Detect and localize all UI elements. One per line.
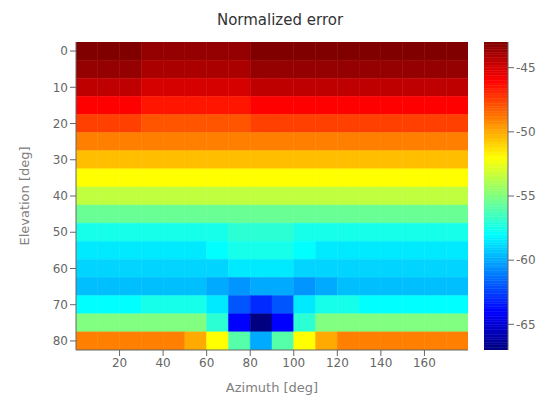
svg-text:160: 160: [413, 356, 436, 370]
svg-text:-60: -60: [516, 253, 536, 267]
svg-text:70: 70: [53, 298, 68, 312]
svg-text:100: 100: [282, 356, 305, 370]
svg-text:-65: -65: [516, 318, 536, 332]
svg-text:80: 80: [53, 334, 68, 348]
svg-text:60: 60: [199, 356, 214, 370]
svg-text:0: 0: [60, 44, 68, 58]
html-text:Normalized error: Normalized error: [216, 11, 344, 29]
svg-text:120: 120: [326, 356, 349, 370]
svg-text:40: 40: [155, 356, 170, 370]
svg-text:-50: -50: [516, 125, 536, 139]
svg-text:140: 140: [369, 356, 392, 370]
svg-text:-45: -45: [516, 61, 536, 75]
svg-text:Azimuth [deg]: Azimuth [deg]: [226, 380, 318, 395]
svg-text:Elevation [deg]: Elevation [deg]: [17, 146, 32, 245]
svg-text:20: 20: [112, 356, 127, 370]
svg-text:20: 20: [53, 117, 68, 131]
svg-text:10: 10: [53, 81, 68, 95]
svg-text:-55: -55: [516, 189, 536, 203]
svg-text:80: 80: [243, 356, 258, 370]
svg-text:60: 60: [53, 262, 68, 276]
svg-text:30: 30: [53, 153, 68, 167]
svg-text:50: 50: [53, 225, 68, 239]
svg-text:40: 40: [53, 189, 68, 203]
